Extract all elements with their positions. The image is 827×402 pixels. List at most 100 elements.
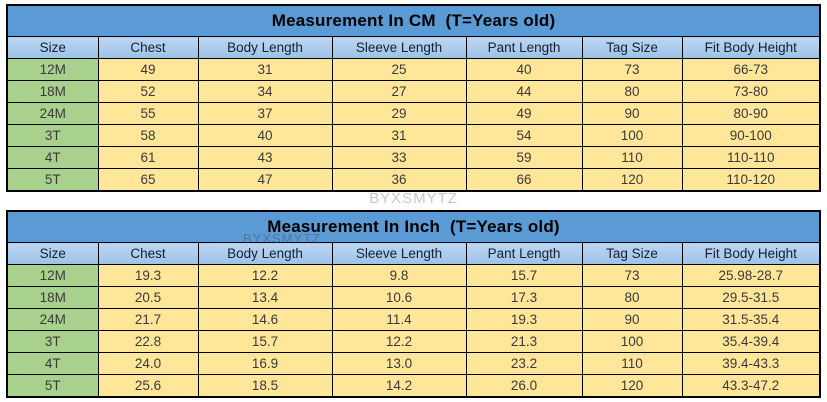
value-cell: 24.0: [97, 352, 199, 375]
value-cell: 13.0: [331, 352, 467, 375]
table-row: 3T 22.8 15.7 12.2 21.3 100 35.4-39.4: [6, 330, 821, 353]
column-header-row: Size Chest Body Length Sleeve Length Pant Le…: [6, 36, 821, 59]
value-cell: 66-73: [681, 58, 821, 81]
value-cell: 21.7: [97, 308, 199, 331]
value-cell: 54: [465, 124, 583, 147]
table-row: 12M 19.3 12.2 9.8 15.7 73 25.98-28.7: [6, 264, 821, 287]
value-cell: 26.0: [465, 374, 583, 398]
column-header-row: Size Chest Body Length Sleeve Length Pant Le…: [6, 242, 821, 265]
value-cell: 19.3: [97, 264, 199, 287]
value-cell: 29: [331, 102, 467, 125]
value-cell: 49: [97, 58, 199, 81]
value-cell: 29.5-31.5: [681, 286, 821, 309]
size-cell: 5T: [6, 168, 99, 192]
column-header: Sleeve Length: [331, 242, 467, 265]
value-cell: 25.6: [97, 374, 199, 398]
table-row: 4T 24.0 16.9 13.0 23.2 110 39.4-43.3: [6, 352, 821, 375]
table-title-inch: Measurement In Inch (T=Years old): [6, 210, 821, 243]
column-header: Body Length: [197, 36, 333, 59]
value-cell: 22.8: [97, 330, 199, 353]
table-row: 24M 55 37 29 49 90 80-90: [6, 102, 821, 125]
value-cell: 20.5: [97, 286, 199, 309]
value-cell: 40: [465, 58, 583, 81]
value-cell: 21.3: [465, 330, 583, 353]
value-cell: 43.3-47.2: [681, 374, 821, 398]
value-cell: 14.6: [197, 308, 333, 331]
value-cell: 11.4: [331, 308, 467, 331]
value-cell: 10.6: [331, 286, 467, 309]
value-cell: 25.98-28.7: [681, 264, 821, 287]
value-cell: 34: [197, 80, 333, 103]
value-cell: 25: [331, 58, 467, 81]
column-header: Tag Size: [581, 36, 683, 59]
value-cell: 58: [97, 124, 199, 147]
value-cell: 18.5: [197, 374, 333, 398]
column-header: Size: [6, 36, 99, 59]
value-cell: 19.3: [465, 308, 583, 331]
value-cell: 55: [97, 102, 199, 125]
value-cell: 120: [581, 168, 683, 192]
value-cell: 12.2: [197, 264, 333, 287]
size-cell: 4T: [6, 352, 99, 375]
value-cell: 13.4: [197, 286, 333, 309]
size-cell: 5T: [6, 374, 99, 398]
value-cell: 40: [197, 124, 333, 147]
column-header: Pant Length: [465, 242, 583, 265]
size-cell: 3T: [6, 124, 99, 147]
value-cell: 43: [197, 146, 333, 169]
value-cell: 31.5-35.4: [681, 308, 821, 331]
column-header: Chest: [97, 242, 199, 265]
value-cell: 110: [581, 352, 683, 375]
value-cell: 100: [581, 124, 683, 147]
value-cell: 59: [465, 146, 583, 169]
value-cell: 100: [581, 330, 683, 353]
table-row: 18M 52 34 27 44 80 73-80: [6, 80, 821, 103]
column-header: Fit Body Height: [681, 36, 821, 59]
size-cell: 24M: [6, 102, 99, 125]
value-cell: 36: [331, 168, 467, 192]
value-cell: 65: [97, 168, 199, 192]
value-cell: 31: [331, 124, 467, 147]
value-cell: 49: [465, 102, 583, 125]
size-cell: 3T: [6, 330, 99, 353]
column-header: Chest: [97, 36, 199, 59]
size-cell: 4T: [6, 146, 99, 169]
value-cell: 27: [331, 80, 467, 103]
value-cell: 31: [197, 58, 333, 81]
size-cell: 12M: [6, 58, 99, 81]
value-cell: 110-110: [681, 146, 821, 169]
value-cell: 16.9: [197, 352, 333, 375]
value-cell: 14.2: [331, 374, 467, 398]
value-cell: 23.2: [465, 352, 583, 375]
column-header: Pant Length: [465, 36, 583, 59]
value-cell: 80-90: [681, 102, 821, 125]
table-row: 4T 61 43 33 59 110 110-110: [6, 146, 821, 169]
value-cell: 12.2: [331, 330, 467, 353]
watermark-text: BYXSMYTZ: [369, 190, 458, 207]
column-header: Body Length: [197, 242, 333, 265]
table-row: 5T 65 47 36 66 120 110-120: [6, 168, 821, 192]
value-cell: 120: [581, 374, 683, 398]
value-cell: 15.7: [465, 264, 583, 287]
column-header: Fit Body Height: [681, 242, 821, 265]
value-cell: 80: [581, 286, 683, 309]
value-cell: 110-120: [681, 168, 821, 192]
size-cell: 18M: [6, 80, 99, 103]
value-cell: 37: [197, 102, 333, 125]
measurement-table-cm: Measurement In CM (T=Years old) Size Ches…: [6, 4, 822, 192]
column-header: Size: [6, 242, 99, 265]
value-cell: 66: [465, 168, 583, 192]
value-cell: 90-100: [681, 124, 821, 147]
measurement-table-inch: Measurement In Inch (T=Years old) Size Ch…: [6, 210, 822, 398]
value-cell: 35.4-39.4: [681, 330, 821, 353]
table-title-row: Measurement In CM (T=Years old): [6, 4, 821, 37]
table-row: 18M 20.5 13.4 10.6 17.3 80 29.5-31.5: [6, 286, 821, 309]
value-cell: 73: [581, 58, 683, 81]
table-row: 24M 21.7 14.6 11.4 19.3 90 31.5-35.4: [6, 308, 821, 331]
value-cell: 61: [97, 146, 199, 169]
value-cell: 80: [581, 80, 683, 103]
value-cell: 90: [581, 308, 683, 331]
value-cell: 9.8: [331, 264, 467, 287]
table-row: 5T 25.6 18.5 14.2 26.0 120 43.3-47.2: [6, 374, 821, 398]
